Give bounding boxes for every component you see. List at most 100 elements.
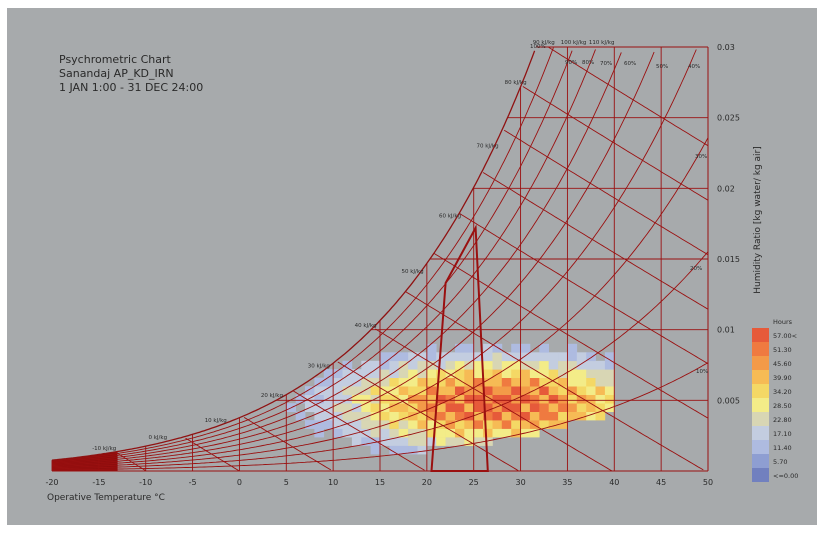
rh-label: 10% — [696, 369, 708, 375]
heat-cell — [361, 394, 371, 404]
rh-labels: 10% 20% 30% 40% 50% 60% 70% 80% 90% 100% — [530, 44, 708, 375]
heat-cell — [548, 403, 559, 412]
rh-curve — [51, 137, 709, 469]
heat-cell — [595, 411, 606, 421]
heat-cell — [361, 437, 371, 446]
enthalpy-label: 100 kJ/kg — [561, 40, 587, 46]
heat-cell — [417, 360, 428, 370]
rh-curve — [51, 49, 697, 468]
heat-cell — [483, 343, 493, 353]
heat-cell — [455, 403, 465, 412]
heat-cell — [492, 360, 503, 370]
heat-cell — [342, 369, 353, 378]
heat-cell — [501, 403, 512, 412]
rh-curve — [51, 52, 622, 465]
heat-cell — [426, 420, 437, 429]
heat-cell — [408, 437, 418, 446]
colorbar-swatch — [752, 356, 769, 370]
heat-cell — [558, 369, 568, 378]
enthalpy-label: 60 kJ/kg — [439, 213, 461, 219]
relative-humidity-lines — [51, 47, 709, 471]
enthalpy-line — [293, 390, 425, 471]
heat-cell — [520, 394, 531, 404]
y-tick-label: 0.025 — [717, 114, 740, 123]
y-tick-label: 0.015 — [717, 255, 740, 264]
rh-curve — [52, 251, 709, 470]
heat-cell — [351, 386, 362, 395]
heat-cell — [361, 369, 371, 378]
colorbar-label: <=0.00 — [773, 472, 798, 480]
enthalpy-label: 20 kJ/kg — [261, 393, 283, 399]
x-tick-label: 15 — [375, 478, 385, 487]
rh-label: 80% — [582, 60, 594, 66]
heat-cell — [539, 394, 549, 404]
heat-cell — [370, 445, 381, 455]
heat-cell — [342, 420, 353, 429]
x-tick-label: 30 — [516, 478, 526, 487]
heat-cell — [323, 403, 334, 412]
heat-cell — [342, 360, 353, 370]
heat-cell — [417, 403, 428, 412]
enthalpy-label: -10 kJ/kg — [92, 446, 116, 452]
enthalpy-label: 80 kJ/kg — [505, 80, 527, 86]
heat-cell — [426, 377, 437, 387]
heat-cell — [380, 369, 390, 378]
heat-cell — [511, 360, 521, 370]
heat-cell — [398, 394, 409, 404]
heat-cell — [417, 411, 428, 421]
heat-cell — [586, 394, 596, 404]
heat-cell — [492, 386, 503, 395]
heat-cell — [389, 360, 400, 370]
heat-cell — [314, 420, 325, 429]
heat-cell — [389, 428, 400, 438]
heat-cell — [604, 394, 615, 404]
heat-cell — [445, 352, 456, 362]
heat-cell — [576, 377, 587, 387]
heat-cell — [351, 394, 362, 404]
heat-cell — [501, 377, 512, 387]
heat-cell — [455, 420, 465, 429]
heat-cell — [295, 411, 306, 421]
enthalpy-label: 40 kJ/kg — [355, 323, 377, 329]
heat-cell — [567, 343, 578, 353]
heat-cell — [380, 411, 390, 421]
heat-cell — [567, 377, 578, 387]
colorbar-label: 57.00< — [773, 332, 797, 340]
heat-cell — [539, 369, 549, 378]
heat-cell — [408, 369, 418, 378]
colorbar-label: 17.10 — [773, 430, 792, 438]
heat-cell — [558, 360, 568, 370]
enthalpy-line — [503, 129, 709, 256]
heat-cell — [586, 377, 596, 387]
heat-cell — [464, 394, 474, 404]
heat-cell — [464, 352, 474, 362]
heat-cell — [314, 394, 325, 404]
heat-cell — [408, 377, 418, 387]
heat-cell — [445, 420, 456, 429]
heat-cell — [464, 360, 474, 370]
heat-cell — [398, 437, 409, 446]
heat-cell — [445, 377, 456, 387]
heat-cell — [548, 369, 559, 378]
heat-cell — [595, 377, 606, 387]
heat-cell — [361, 411, 371, 421]
heat-cell — [604, 360, 615, 370]
heat-cell — [492, 352, 503, 362]
heat-cell — [483, 377, 493, 387]
heat-cell — [539, 386, 549, 395]
heat-cell — [604, 369, 615, 378]
heat-cell — [483, 428, 493, 438]
x-tick-label: -20 — [45, 478, 58, 487]
heat-cell — [455, 343, 465, 353]
heat-cell — [305, 386, 315, 395]
heat-cell — [455, 411, 465, 421]
heat-cell — [370, 420, 381, 429]
heat-cell — [426, 411, 437, 421]
chart-title: Psychrometric Chart — [59, 53, 172, 66]
heat-cell — [342, 394, 353, 404]
heat-cell — [492, 403, 503, 412]
heat-cell — [426, 394, 437, 404]
heat-cell — [408, 352, 418, 362]
heat-cell — [408, 420, 418, 429]
